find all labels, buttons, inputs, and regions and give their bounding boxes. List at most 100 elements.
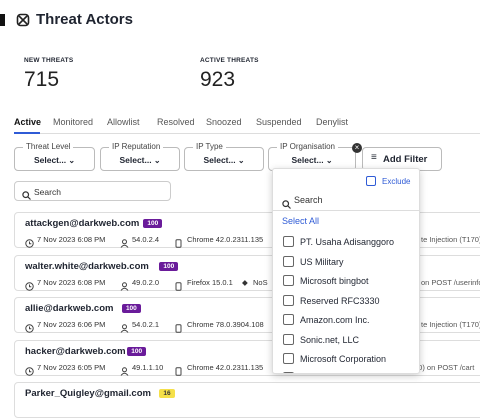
ip-icon xyxy=(120,278,129,296)
tab[interactable]: Denylist xyxy=(316,117,349,127)
option-checkbox[interactable] xyxy=(283,294,294,306)
row-detail: te Injection (T170) xyxy=(421,320,480,329)
row-ip: 54.0.2.1 xyxy=(132,320,160,329)
row-date: 7 Nov 2023 6:05 PM xyxy=(37,362,106,372)
chevron: ⌄ xyxy=(151,156,161,165)
filter-value: Select... ⌄ xyxy=(33,155,76,165)
row-date: 7 Nov 2023 6:06 PM xyxy=(37,320,106,329)
filter[interactable]: IP Reputation Select... ⌄ xyxy=(100,142,180,171)
dropdown-divider xyxy=(273,210,419,211)
sidebar-toggle[interactable] xyxy=(0,14,5,26)
exclude-toggle[interactable]: Exclude xyxy=(366,176,410,186)
filter[interactable]: IP Type Select... ⌄ xyxy=(184,142,264,171)
row-browser: Chrome 78.0.3904.108 xyxy=(187,320,264,329)
tab[interactable]: Monitored xyxy=(53,117,94,127)
stat-label: ACTIVE THREATS xyxy=(200,57,259,64)
tab[interactable]: Resolved xyxy=(157,117,195,127)
tab[interactable]: Active xyxy=(14,117,42,127)
score-badge: 100 xyxy=(121,304,141,313)
row-email: Parker_Quigley@gmail.com xyxy=(25,388,151,399)
score-badge: 100 xyxy=(159,261,179,271)
option-checkbox[interactable] xyxy=(283,255,294,267)
filter-label: IP Type xyxy=(193,142,226,151)
option-checkbox[interactable] xyxy=(283,314,294,325)
row-browser: Chrome 42.0.2311.135 xyxy=(187,235,264,244)
date-icon xyxy=(25,363,34,381)
add-filter-icon: ≡ xyxy=(371,152,377,163)
row-ip: 54.0.2.4 xyxy=(132,235,160,244)
ip-icon xyxy=(120,320,129,338)
option-label: US Military xyxy=(300,256,344,267)
option-label: Amazon.com Inc. xyxy=(300,315,370,325)
dropdown-option-partial xyxy=(283,372,300,373)
row-browser: Firefox 15.0.1 xyxy=(187,277,233,287)
search-placeholder: Search xyxy=(34,187,61,197)
option-checkbox[interactable] xyxy=(283,236,294,247)
row-email: walter.white@darkweb.com xyxy=(25,260,149,272)
dropdown-option[interactable]: Sonic.net, LLC xyxy=(283,333,360,345)
date-icon xyxy=(25,320,34,338)
option-label: Reserved RFC3330 xyxy=(300,295,380,306)
option-label: PT. Usaha Adisanggoro xyxy=(300,237,395,247)
chevron: ⌄ xyxy=(235,156,245,165)
option-checkbox[interactable] xyxy=(283,353,294,364)
browser-icon xyxy=(174,363,183,381)
tab-divider xyxy=(14,133,480,134)
filter-label: IP Reputation xyxy=(109,142,164,151)
filter-value: Select... ⌄ xyxy=(119,155,161,165)
row-email: hacker@darkweb.com xyxy=(25,345,126,357)
row-date: 7 Nov 2023 6:08 PM xyxy=(37,235,106,244)
search-icon xyxy=(22,187,31,205)
dropdown-option[interactable]: Microsoft bingbot xyxy=(283,275,369,286)
chevron: ⌄ xyxy=(323,156,333,165)
filter-value: Select... ⌄ xyxy=(291,155,333,165)
tab[interactable]: Suspended xyxy=(256,117,302,127)
row-detail: te Injection (T170) xyxy=(421,235,480,244)
add-filter-label: Add Filter xyxy=(383,154,428,165)
row-ip: 49.0.2.0 xyxy=(132,277,160,287)
row-detail: on POST /userinfo xyxy=(421,277,480,287)
browser-icon xyxy=(174,235,183,253)
dropdown-option[interactable]: Reserved RFC3330 xyxy=(283,294,380,306)
page-title: Threat Actors xyxy=(36,11,133,28)
tab[interactable]: Allowlist xyxy=(107,117,140,127)
exclude-checkbox[interactable] xyxy=(366,176,376,186)
row-date: 7 Nov 2023 6:08 PM xyxy=(37,277,106,287)
screen: {"header": {"title": "Threat Actors"}, "… xyxy=(0,11,480,418)
filter[interactable]: Threat Level Select... ⌄ xyxy=(14,142,95,171)
row-extra: NoS xyxy=(253,277,268,287)
row-email: allie@darkweb.com xyxy=(25,303,114,314)
dropdown-option[interactable]: Microsoft Corporation xyxy=(283,353,386,364)
stat-value: 715 xyxy=(24,68,60,91)
threat-row[interactable]: Parker_Quigley@gmail.com 16 xyxy=(14,382,480,418)
dropdown-option[interactable]: US Military xyxy=(283,255,344,267)
date-icon xyxy=(25,235,34,253)
date-icon xyxy=(25,278,34,296)
dropdown-search[interactable]: Search xyxy=(294,195,323,205)
row-ip: 49.1.1.10 xyxy=(132,362,164,372)
option-checkbox[interactable] xyxy=(283,333,294,345)
option-checkbox[interactable] xyxy=(283,275,294,286)
filter-label: Threat Level xyxy=(23,142,74,151)
browser-icon xyxy=(174,320,183,338)
option-label: Microsoft bingbot xyxy=(300,276,369,286)
exclude-label: Exclude xyxy=(382,177,411,186)
dropdown-panel: Exclude Search Select All PT. Usaha Adisang… xyxy=(272,168,420,374)
select-all[interactable]: Select All xyxy=(282,216,320,226)
dropdown-option[interactable]: PT. Usaha Adisanggoro xyxy=(283,236,394,247)
dropdown-option[interactable]: Amazon.com Inc. xyxy=(283,314,370,325)
ip-icon xyxy=(120,363,129,381)
search-box[interactable]: Search xyxy=(14,181,171,201)
row-email: attackgen@darkweb.com xyxy=(25,218,140,229)
option-label: Sonic.net, LLC xyxy=(300,334,360,345)
score-badge: 100 xyxy=(143,219,163,228)
dropdown-search-icon xyxy=(282,196,291,214)
browser-icon xyxy=(174,278,183,296)
filter-value: Select... ⌄ xyxy=(203,155,245,165)
clear-filter[interactable]: × xyxy=(352,143,362,153)
logo-icon xyxy=(16,13,30,27)
chevron: ⌄ xyxy=(66,156,76,165)
extra-icon: ◆ xyxy=(242,277,248,287)
ip-icon xyxy=(120,235,129,253)
tab[interactable]: Snoozed xyxy=(206,117,242,127)
